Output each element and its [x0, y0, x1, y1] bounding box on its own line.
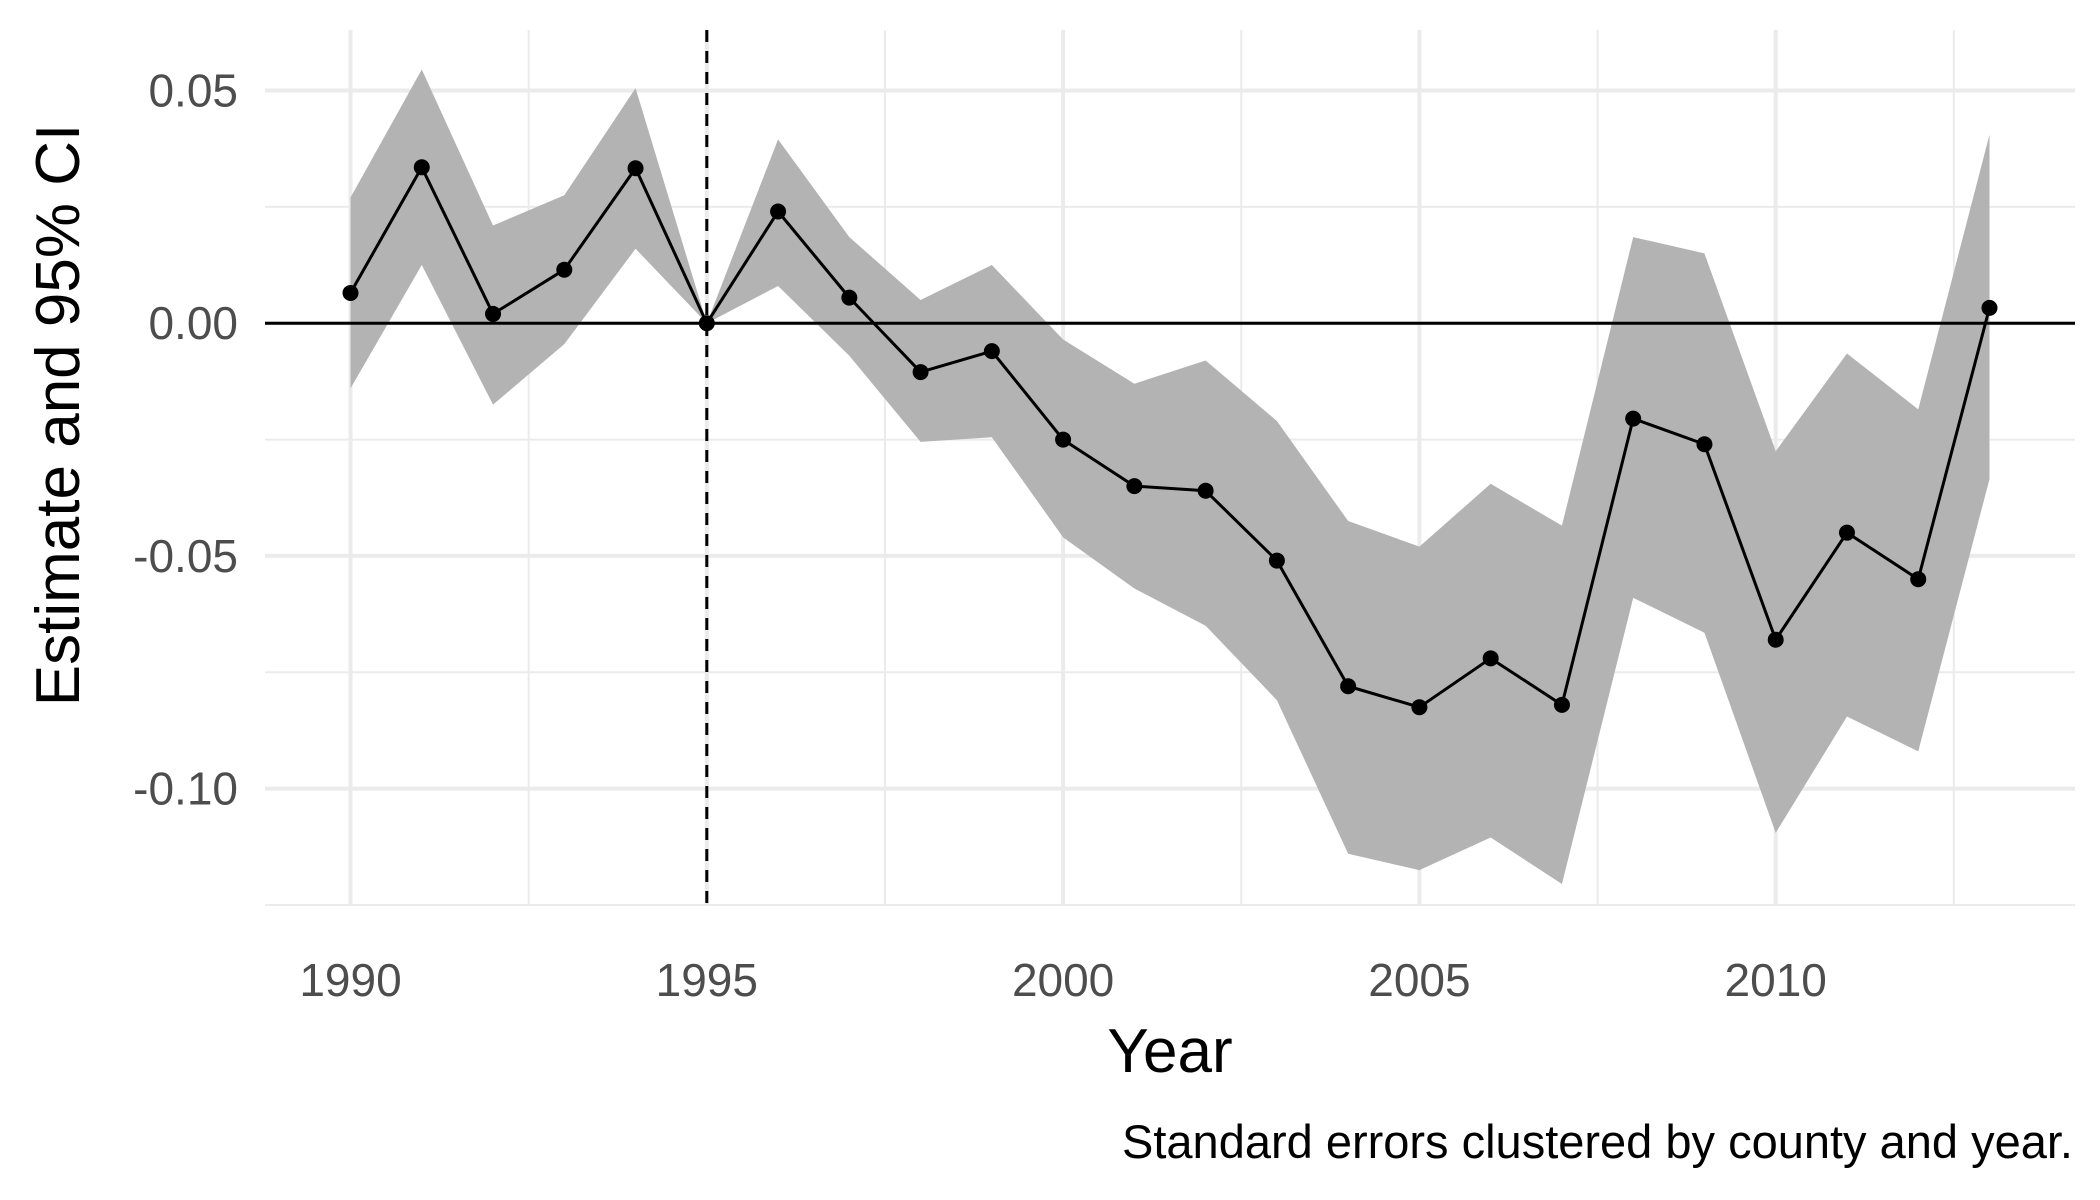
x-tick-label: 2000 [1012, 954, 1114, 1006]
data-point [912, 364, 929, 381]
data-point [1910, 571, 1927, 588]
x-axis-title: Year [1107, 1017, 1232, 1086]
data-point [983, 343, 1000, 360]
data-point [485, 305, 502, 322]
y-tick-label: 0.05 [148, 65, 238, 117]
y-tick-label: -0.05 [133, 530, 238, 582]
x-tick-labels: 1990 1995 2000 2005 2010 [299, 954, 1827, 1006]
confidence-ribbon [350, 69, 1990, 885]
data-point [770, 203, 787, 220]
data-point [342, 284, 359, 301]
y-axis-title: Estimate and 95% CI [24, 124, 93, 706]
data-point [1055, 431, 1072, 448]
data-point [1696, 436, 1713, 453]
data-point [1553, 696, 1570, 713]
data-point [1625, 410, 1642, 427]
data-point [1268, 552, 1285, 569]
data-point [1126, 478, 1143, 495]
data-point [1482, 650, 1499, 667]
y-tick-labels: 0.05 0.00 -0.05 -0.10 [133, 65, 238, 815]
caption: Standard errors clustered by county and … [1122, 1115, 2073, 1168]
data-point [556, 261, 573, 278]
data-point [413, 159, 430, 176]
data-point [1411, 699, 1428, 716]
x-tick-label: 2010 [1725, 954, 1827, 1006]
data-point [1981, 299, 1998, 316]
y-tick-label: 0.00 [148, 297, 238, 349]
x-tick-label: 1995 [656, 954, 758, 1006]
data-point [1340, 678, 1357, 695]
data-point [1767, 631, 1784, 648]
x-tick-label: 2005 [1368, 954, 1470, 1006]
y-tick-label: -0.10 [133, 763, 238, 815]
data-point [841, 289, 858, 306]
data-point [698, 315, 715, 332]
data-point [627, 160, 644, 177]
x-tick-label: 1990 [299, 954, 401, 1006]
data-point [1197, 482, 1214, 499]
data-point [1838, 524, 1855, 541]
estimate-line [349, 165, 1991, 709]
estimate-points [342, 159, 1998, 716]
